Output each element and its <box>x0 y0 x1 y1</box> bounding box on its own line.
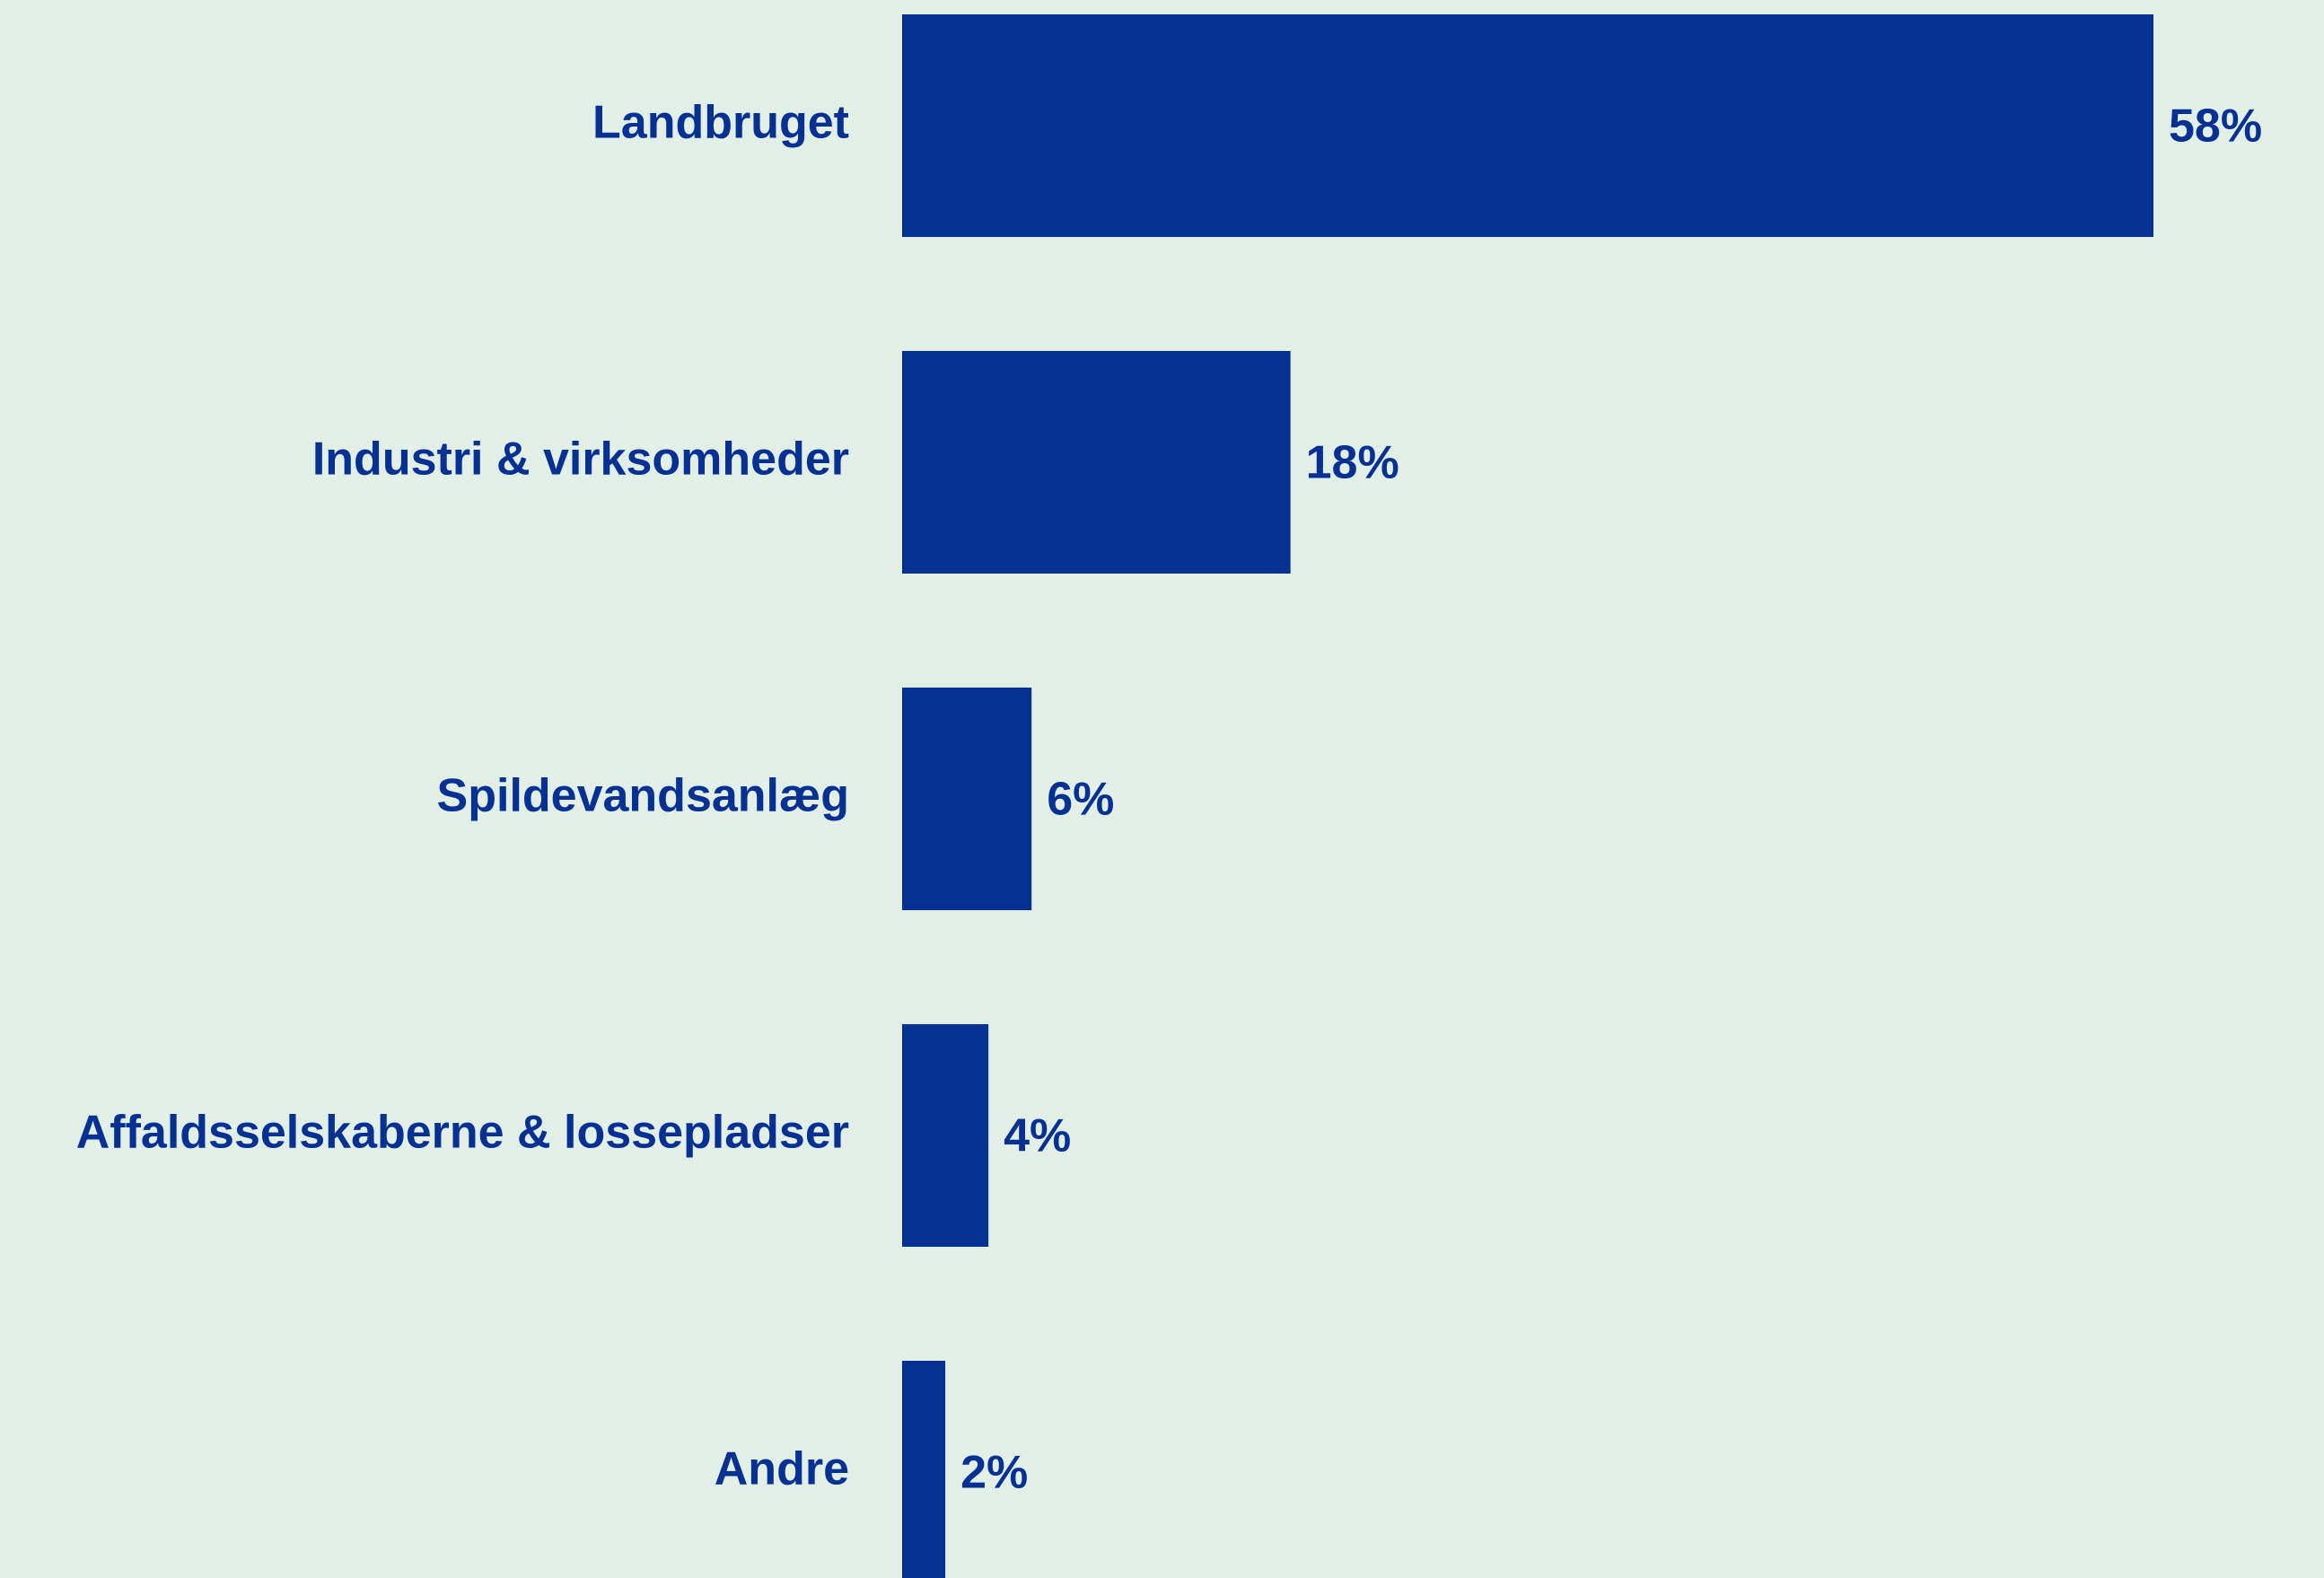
value-label: 2% <box>960 1447 1028 1499</box>
bar <box>902 14 2153 237</box>
category-label: Spildevandsanlæg <box>437 770 849 822</box>
value-label: 6% <box>1047 774 1114 826</box>
value-label: 18% <box>1306 437 1399 489</box>
category-label: Andre <box>715 1443 849 1495</box>
bar <box>902 1361 946 1578</box>
bar <box>902 688 1032 910</box>
value-label: 4% <box>1004 1110 1071 1162</box>
category-label: Landbruget <box>592 97 849 149</box>
category-label: Industri & virksomheder <box>312 434 849 486</box>
bar <box>902 351 1291 574</box>
bar <box>902 1024 989 1247</box>
value-label: 58% <box>2169 101 2262 153</box>
category-label: Affaldsselskaberne & lossepladser <box>76 1107 849 1159</box>
